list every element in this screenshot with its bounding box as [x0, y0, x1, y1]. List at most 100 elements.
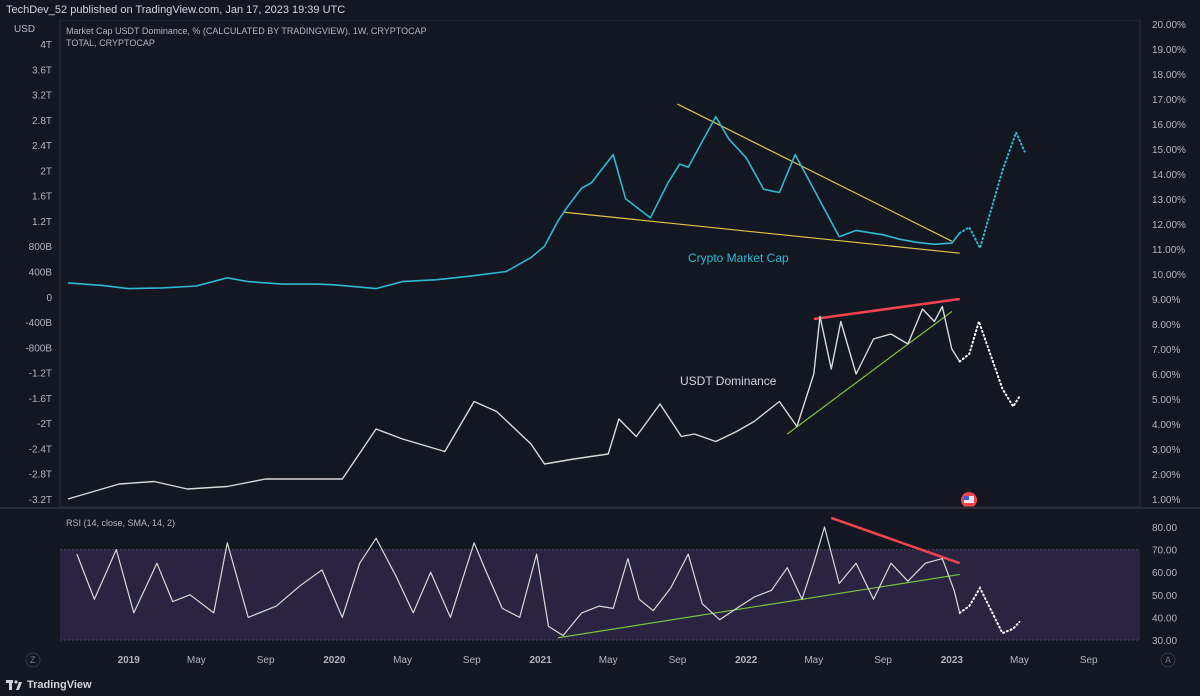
- time-axis-tick: 2019: [118, 655, 141, 666]
- tradingview-logo[interactable]: TradingView: [6, 679, 92, 691]
- rsi-series: [76, 526, 961, 637]
- rsi-projection[interactable]: [958, 585, 1021, 635]
- rsi-axis-tick: 70.00: [1152, 546, 1177, 557]
- annotation-crypto-market-cap: Crypto Market Cap: [688, 251, 789, 265]
- market-cap-lower-trendline[interactable]: [563, 211, 960, 254]
- time-axis-tick: 2022: [735, 655, 758, 666]
- left-axis-tick: -3.2T: [29, 495, 52, 506]
- main-projections: [958, 129, 1026, 409]
- right-axis-tick: 17.00%: [1152, 95, 1186, 106]
- rsi-axis-tick: 40.00: [1152, 613, 1177, 624]
- right-axis-tick: 9.00%: [1152, 295, 1180, 306]
- time-axis-tick: May: [599, 655, 618, 666]
- flag-icon[interactable]: [961, 492, 977, 508]
- left-axis-tick: 2T: [40, 166, 52, 177]
- left-axis-tick: 0: [46, 293, 52, 304]
- right-axis-tick: 16.00%: [1152, 120, 1186, 131]
- right-axis-tick: 19.00%: [1152, 45, 1186, 56]
- right-axis-tick: 6.00%: [1152, 370, 1180, 381]
- time-axis-tick: Sep: [257, 655, 275, 666]
- rsi-support-trendline[interactable]: [557, 573, 960, 639]
- time-axis-tick: Sep: [1080, 655, 1098, 666]
- main-pane[interactable]: USD Market Cap USDT Dominance, % (CALCUL…: [14, 19, 1186, 508]
- market-cap-line: [67, 115, 961, 290]
- usdt-support-trendline[interactable]: [786, 311, 953, 435]
- main-pane-frame: [59, 19, 1141, 508]
- left-axis-tick: 1.2T: [32, 217, 52, 228]
- main-series: [67, 115, 961, 500]
- right-axis-tick: 14.00%: [1152, 170, 1186, 181]
- right-axis-tick: 3.00%: [1152, 445, 1180, 456]
- tradingview-icon: [6, 680, 22, 690]
- rsi-axis-tick: 80.00: [1152, 523, 1177, 534]
- right-axis-tick: 2.00%: [1152, 470, 1180, 481]
- usdt-dominance-line: [67, 305, 961, 500]
- right-axis-tick: 11.00%: [1152, 245, 1185, 256]
- time-axis-tick: May: [187, 655, 206, 666]
- left-axis[interactable]: 4T 3.6T 3.2T 2.8T 2.4T 2T 1.6T 1.2T 800B 400B 0 -40…: [25, 40, 52, 506]
- left-axis-tick: -1.6T: [29, 394, 52, 405]
- time-axis[interactable]: 2019 May Sep 2020 May Sep 2021 May Sep 2022 May Sep…: [118, 655, 1098, 666]
- usdt-projection[interactable]: [958, 318, 1021, 409]
- rsi-trendlines: [60, 516, 1140, 641]
- right-axis-tick: 20.00%: [1152, 20, 1186, 31]
- rsi-axis[interactable]: 80.00 70.00 60.00 50.00 40.00 30.00: [1152, 523, 1177, 647]
- time-axis-tick: Sep: [874, 655, 892, 666]
- auto-scale-button[interactable]: A: [1160, 652, 1176, 668]
- left-axis-tick: 3.6T: [32, 65, 52, 76]
- rsi-band: [60, 549, 1140, 640]
- right-axis[interactable]: 20.00% 19.00% 18.00% 17.00% 16.00% 15.00% 14.0…: [1152, 20, 1186, 506]
- market-cap-upper-trendline[interactable]: [677, 103, 953, 242]
- tradingview-brand: TradingView: [27, 679, 92, 691]
- left-axis-tick: 1.6T: [32, 192, 52, 203]
- left-axis-tick: 400B: [29, 268, 53, 279]
- right-axis-tick: 5.00%: [1152, 395, 1180, 406]
- right-axis-tick: 18.00%: [1152, 70, 1186, 81]
- legend-rsi[interactable]: RSI (14, close, SMA, 14, 2): [66, 518, 175, 528]
- right-axis-tick: 7.00%: [1152, 345, 1180, 356]
- time-axis-tick: Sep: [669, 655, 687, 666]
- chart-svg[interactable]: USD Market Cap USDT Dominance, % (CALCUL…: [0, 19, 1200, 670]
- rsi-line: [76, 526, 961, 637]
- publisher-line: TechDev_52 published on TradingView.com,…: [6, 4, 346, 16]
- chart-area[interactable]: USD Market Cap USDT Dominance, % (CALCUL…: [0, 19, 1200, 670]
- left-axis-tick: -800B: [25, 343, 52, 354]
- rsi-axis-tick: 60.00: [1152, 568, 1177, 579]
- rsi-projections: [958, 585, 1021, 635]
- left-axis-tick: 2.8T: [32, 116, 52, 127]
- left-axis-tick: 2.4T: [32, 141, 52, 152]
- footer: TradingView: [0, 674, 1200, 696]
- time-axis-tick: Sep: [463, 655, 481, 666]
- time-axis-tick: 2020: [323, 655, 346, 666]
- time-axis-tick: 2021: [529, 655, 552, 666]
- market-cap-projection[interactable]: [958, 129, 1026, 251]
- right-axis-tick: 8.00%: [1152, 320, 1180, 331]
- left-axis-tick: -2.4T: [29, 444, 52, 455]
- rsi-axis-tick: 50.00: [1152, 591, 1177, 602]
- rsi-resistance-trendline[interactable]: [830, 516, 961, 565]
- rsi-axis-tick: 30.00: [1152, 636, 1177, 647]
- left-axis-tick: -2T: [37, 419, 52, 430]
- right-axis-tick: 13.00%: [1152, 195, 1186, 206]
- left-axis-tick: -400B: [25, 318, 52, 329]
- legend-total-cryptocap[interactable]: TOTAL, CRYPTOCAP: [66, 38, 155, 48]
- left-axis-tick: 800B: [29, 242, 53, 253]
- left-axis-unit: USD: [14, 24, 35, 35]
- right-axis-tick: 1.00%: [1152, 495, 1180, 506]
- zoom-button[interactable]: Z: [25, 652, 41, 668]
- time-axis-tick: May: [1010, 655, 1029, 666]
- left-axis-tick: 4T: [40, 40, 52, 51]
- time-axis-tick: 2023: [941, 655, 964, 666]
- right-axis-tick: 10.00%: [1152, 270, 1186, 281]
- right-axis-tick: 12.00%: [1152, 220, 1186, 231]
- left-axis-tick: 3.2T: [32, 91, 52, 102]
- auto-scale-button-label: A: [1165, 655, 1171, 665]
- usdt-resistance-trendline[interactable]: [813, 297, 960, 321]
- left-axis-tick: -1.2T: [29, 369, 52, 380]
- main-trendlines: [563, 103, 960, 435]
- time-axis-tick: May: [393, 655, 412, 666]
- right-axis-tick: 15.00%: [1152, 145, 1186, 156]
- rsi-pane[interactable]: RSI (14, close, SMA, 14, 2) 80.00 70.00 60…: [60, 516, 1177, 647]
- legend-usdt-dominance[interactable]: Market Cap USDT Dominance, % (CALCULATED…: [66, 26, 427, 36]
- right-axis-tick: 4.00%: [1152, 420, 1180, 431]
